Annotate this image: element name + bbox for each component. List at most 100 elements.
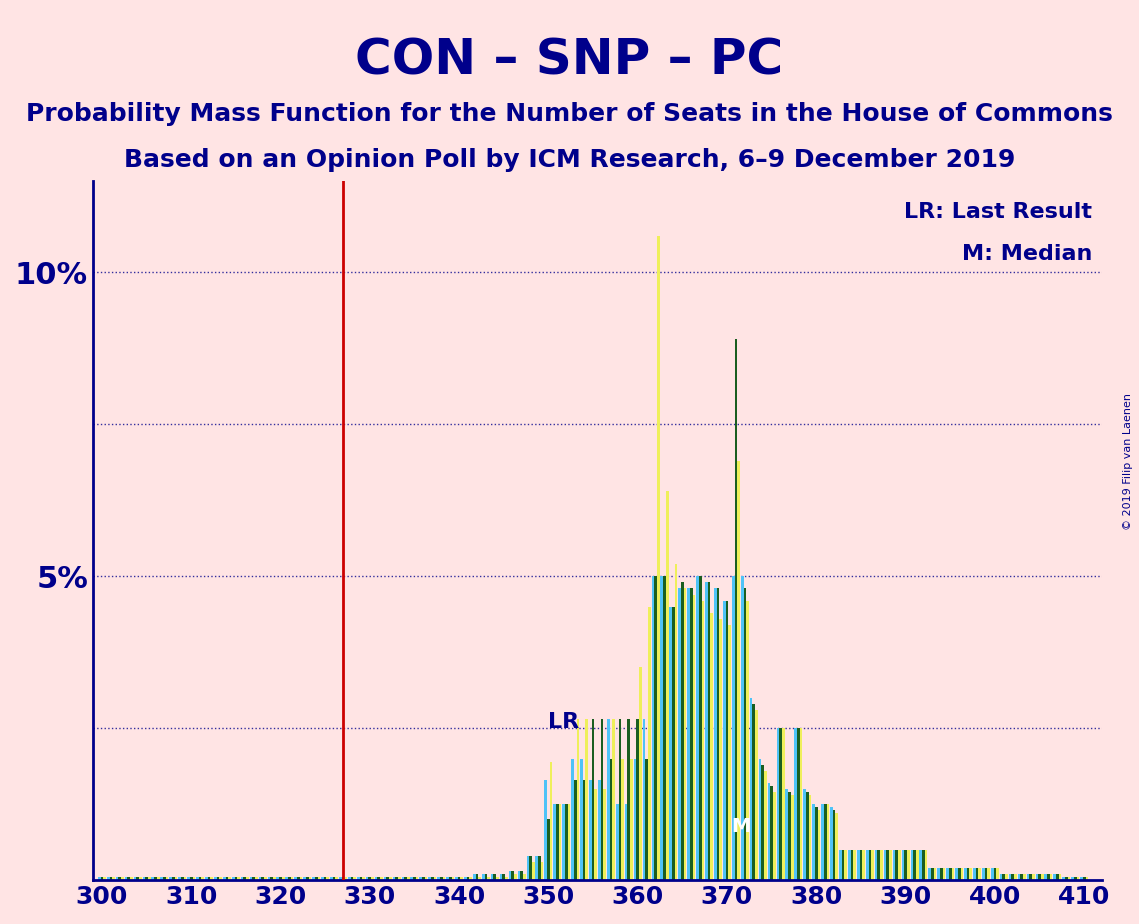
Bar [112,877,115,881]
Bar [344,877,347,881]
Text: M: Median: M: Median [961,244,1092,264]
Bar [342,877,344,881]
Bar [1065,877,1067,881]
Bar [142,877,146,881]
Bar [890,850,892,881]
Bar [253,877,255,881]
Bar [121,877,124,881]
Bar [443,877,445,881]
Bar [491,874,493,881]
Bar [598,780,600,881]
Bar [216,877,220,881]
Bar [788,792,790,881]
Bar [226,877,228,881]
Bar [893,850,895,881]
Bar [844,850,847,881]
Bar [923,850,925,881]
Bar [294,877,297,881]
Bar [964,868,967,881]
Bar [333,877,335,881]
Bar [246,877,248,881]
Bar [589,780,592,881]
Bar [386,877,390,881]
Bar [303,877,306,881]
Bar [720,619,722,881]
Bar [1017,874,1021,881]
Bar [580,759,583,881]
Bar [746,601,748,881]
Bar [154,877,157,881]
Bar [464,877,467,881]
Bar [853,850,857,881]
Bar [764,771,767,881]
Bar [211,877,213,881]
Bar [818,810,820,881]
Bar [803,789,806,881]
Bar [556,804,558,881]
Bar [823,804,827,881]
Bar [309,877,311,881]
Bar [146,877,148,881]
Bar [753,704,755,881]
Bar [1009,874,1011,881]
Bar [530,856,532,881]
Bar [550,761,552,881]
Bar [362,877,364,881]
Bar [353,877,357,881]
Bar [347,877,351,881]
Bar [288,877,290,881]
Text: CON – SNP – PC: CON – SNP – PC [355,37,784,85]
Bar [163,877,166,881]
Bar [816,808,818,881]
Bar [223,877,226,881]
Text: © 2019 Filip van Laenen: © 2019 Filip van Laenen [1123,394,1133,530]
Bar [232,877,235,881]
Bar [523,874,525,881]
Bar [416,877,418,881]
Bar [895,850,898,881]
Bar [1035,874,1038,881]
Bar [1038,874,1041,881]
Bar [170,877,172,881]
Bar [509,871,511,881]
Bar [1063,877,1065,881]
Bar [161,877,163,881]
Bar [369,877,371,881]
Bar [404,877,407,881]
Bar [1054,874,1056,881]
Bar [609,759,613,881]
Text: LR: Last Result: LR: Last Result [904,202,1092,223]
Bar [794,728,797,881]
Bar [585,719,588,881]
Bar [755,710,757,881]
Bar [916,850,918,881]
Bar [613,719,615,881]
Bar [809,795,811,881]
Bar [931,868,934,881]
Bar [130,877,133,881]
Bar [300,877,302,881]
Bar [583,780,585,881]
Bar [380,877,383,881]
Bar [1076,877,1080,881]
Bar [949,868,951,881]
Bar [502,874,505,881]
Bar [423,877,425,881]
Text: M: M [731,817,751,835]
Bar [259,877,261,881]
Bar [681,582,683,881]
Bar [440,877,443,881]
Bar [458,877,460,881]
Bar [993,868,997,881]
Bar [1085,877,1088,881]
Bar [133,877,137,881]
Bar [958,868,960,881]
Bar [886,850,890,881]
Bar [297,877,300,881]
Bar [666,492,669,881]
Bar [398,877,401,881]
Bar [437,877,440,881]
Bar [728,625,731,881]
Bar [907,850,910,881]
Bar [630,759,633,881]
